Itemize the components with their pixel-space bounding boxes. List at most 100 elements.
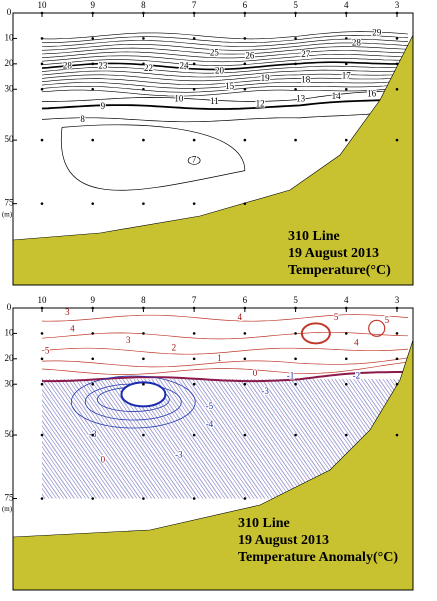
contour-line — [42, 90, 409, 102]
sample-point — [243, 138, 247, 142]
sample-point — [294, 332, 297, 335]
title-line: 310 Line — [288, 229, 340, 244]
sample-point — [294, 306, 297, 310]
contour-label: -4 — [206, 419, 214, 429]
contour-line — [41, 69, 409, 78]
contour-label: 5 — [385, 315, 390, 325]
sample-point — [395, 138, 399, 142]
sample-point — [40, 87, 44, 91]
sample-point — [294, 433, 297, 437]
sample-point — [294, 382, 297, 386]
x-tick-label: 9 — [90, 295, 95, 305]
sample-point — [243, 357, 247, 361]
contour-label: 17 — [342, 71, 352, 81]
sample-point — [243, 382, 247, 386]
sample-point — [395, 87, 399, 91]
sample-point — [40, 433, 44, 437]
sample-point — [243, 332, 247, 335]
sample-point — [344, 306, 348, 310]
sample-point — [395, 37, 399, 40]
sample-point — [40, 62, 44, 66]
sample-point — [243, 87, 247, 91]
y-axis-label: (m) — [2, 505, 13, 513]
y-tick-label: 75 — [5, 198, 15, 208]
y-tick-label: 50 — [5, 429, 15, 439]
sample-point — [91, 87, 95, 91]
contour-label: 3 — [126, 335, 131, 345]
sample-point — [344, 332, 348, 335]
sample-point — [91, 37, 95, 40]
sample-point — [91, 202, 95, 205]
contour-line — [41, 31, 409, 40]
sample-point — [142, 357, 145, 361]
x-tick-label: 9 — [90, 0, 95, 10]
sample-point — [192, 202, 196, 205]
sample-point — [91, 433, 95, 437]
sample-point — [243, 306, 247, 310]
sample-point — [395, 11, 399, 15]
sample-point — [243, 62, 247, 66]
contour-line — [41, 347, 409, 355]
x-tick-label: 3 — [395, 0, 400, 10]
contour-line — [41, 76, 409, 85]
contour-line — [187, 156, 201, 165]
contour-line — [41, 80, 409, 89]
contour-line — [41, 357, 409, 368]
sample-point — [192, 138, 196, 142]
contour-label: 3 — [65, 307, 70, 317]
y-tick-label: 20 — [5, 58, 15, 68]
sample-point — [294, 11, 297, 15]
contour-label: -5 — [206, 401, 214, 411]
x-tick-label: 4 — [344, 295, 349, 305]
y-tick-label: 75 — [5, 493, 15, 503]
x-tick-label: 7 — [192, 0, 197, 10]
sample-point — [344, 11, 348, 15]
contour-line — [41, 50, 409, 59]
contour-label: 27 — [301, 49, 311, 59]
contour-label: 25 — [210, 48, 220, 58]
contour-label: 0 — [253, 368, 258, 378]
sample-point — [91, 497, 95, 500]
contour-line — [41, 58, 409, 66]
y-tick-label: 0 — [7, 302, 12, 312]
contour-label: 2 — [172, 343, 177, 353]
sample-point — [192, 357, 196, 361]
contour-label: 13 — [296, 93, 306, 103]
title-line: Temperature Anomaly(°C) — [238, 550, 398, 565]
sample-point — [395, 433, 399, 437]
y-tick-label: 30 — [5, 83, 15, 93]
sample-point — [142, 37, 145, 40]
sample-point — [192, 37, 196, 40]
y-tick-label: 0 — [7, 7, 12, 17]
sample-point — [243, 433, 247, 437]
contour-line — [60, 124, 246, 191]
sample-point — [40, 306, 44, 310]
contour-label: 24 — [180, 60, 190, 70]
contour-line — [120, 381, 167, 408]
title-line: Temperature(°C) — [288, 263, 391, 278]
sample-point — [142, 433, 145, 437]
title-line: 19 August 2013 — [238, 533, 329, 548]
x-tick-label: 6 — [243, 0, 248, 10]
contour-line — [41, 83, 409, 93]
sample-point — [40, 357, 44, 361]
contour-label: 7 — [192, 155, 197, 165]
sample-point — [294, 138, 297, 142]
sample-point — [192, 62, 196, 66]
sample-point — [91, 382, 95, 386]
contour-label: 0 — [101, 454, 106, 464]
sample-point — [142, 306, 145, 310]
contour-label: 16 — [367, 88, 377, 98]
title-line: 310 Line — [238, 516, 290, 531]
contour-line — [41, 65, 409, 74]
sample-point — [40, 382, 44, 386]
x-tick-label: 5 — [293, 295, 298, 305]
contour-label: 5 — [334, 312, 339, 322]
y-tick-label: 50 — [5, 134, 15, 144]
sample-point — [395, 62, 399, 66]
sample-point — [40, 138, 44, 142]
contour-label: 10 — [174, 93, 184, 103]
contour-line — [41, 109, 409, 123]
x-tick-label: 4 — [344, 0, 349, 10]
x-tick-label: 8 — [141, 0, 146, 10]
